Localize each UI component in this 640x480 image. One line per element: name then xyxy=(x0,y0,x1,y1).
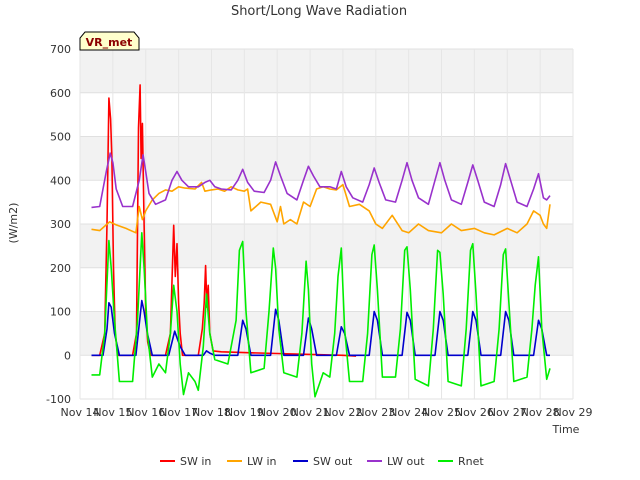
plot-band xyxy=(80,49,573,93)
y-tick-label: 100 xyxy=(50,306,71,319)
y-tick-label: 300 xyxy=(50,218,71,231)
x-tick-label: Nov 18 xyxy=(192,406,231,419)
y-tick-label: 600 xyxy=(50,87,71,100)
x-tick-label: Nov 16 xyxy=(126,406,165,419)
legend-label: Rnet xyxy=(458,455,484,468)
x-tick-label: Nov 27 xyxy=(488,406,527,419)
x-tick-label: Nov 20 xyxy=(258,406,297,419)
x-tick-label: Nov 17 xyxy=(159,406,198,419)
x-tick-label: Nov 22 xyxy=(323,406,362,419)
x-tick-label: Nov 26 xyxy=(455,406,494,419)
series-line-rnet xyxy=(91,232,551,398)
x-axis-label: Time xyxy=(552,423,580,436)
x-tick-label: Nov 25 xyxy=(422,406,461,419)
y-tick-label: 400 xyxy=(50,174,71,187)
y-tick-label: 200 xyxy=(50,262,71,275)
y-tick-label: 500 xyxy=(50,131,71,144)
y-tick-label: 700 xyxy=(50,43,71,56)
legend-label: LW in xyxy=(247,455,277,468)
legend-label: SW out xyxy=(313,455,353,468)
x-tick-label: Nov 24 xyxy=(389,406,428,419)
series-line-lw-in xyxy=(91,181,551,236)
legend-label: SW in xyxy=(180,455,211,468)
series-line-sw-out xyxy=(91,299,550,357)
x-tick-label: Nov 19 xyxy=(225,406,264,419)
site-badge-label: VR_met xyxy=(86,36,133,49)
series-line-lw-out xyxy=(91,152,551,209)
x-tick-label: Nov 14 xyxy=(61,406,100,419)
site-badge: VR_met xyxy=(79,31,140,51)
series-lines xyxy=(91,84,551,398)
series-line-sw-in xyxy=(91,84,357,357)
plot-band xyxy=(80,224,573,268)
x-tick-label: Nov 21 xyxy=(291,406,330,419)
y-axis-ticks: -100 0 100 200 300 400 500 600 700 xyxy=(46,43,71,406)
site-badge-box xyxy=(79,31,140,51)
chart-title: Short/Long Wave Radiation xyxy=(231,4,407,19)
legend-label: LW out xyxy=(387,455,425,468)
x-tick-label: Nov 28 xyxy=(521,406,560,419)
x-tick-label: Nov 29 xyxy=(554,406,593,419)
plot-band xyxy=(80,136,573,181)
x-tick-label: Nov 15 xyxy=(93,406,132,419)
y-tick-label: 0 xyxy=(64,349,71,362)
legend: SW in LW in SW out LW out Rnet xyxy=(160,455,484,468)
x-tick-label: Nov 23 xyxy=(356,406,395,419)
y-axis-label: (W/m2) xyxy=(7,203,20,244)
y-tick-label: -100 xyxy=(46,393,71,406)
plot-band xyxy=(80,311,573,356)
